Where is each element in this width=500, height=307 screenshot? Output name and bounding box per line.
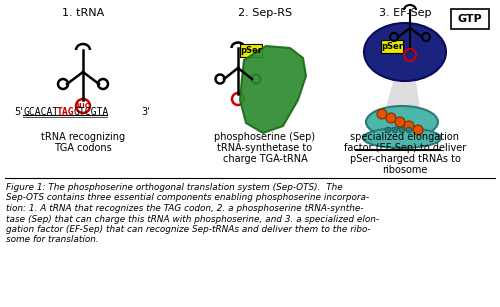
Text: TAG: TAG <box>57 107 74 117</box>
Ellipse shape <box>364 23 446 81</box>
Text: tRNA recognizing: tRNA recognizing <box>41 132 125 142</box>
Text: specialized elongation: specialized elongation <box>350 132 460 142</box>
Circle shape <box>406 127 412 133</box>
Circle shape <box>392 127 398 133</box>
Text: 1. tRNA: 1. tRNA <box>62 8 104 18</box>
Text: phosphoserine (Sep): phosphoserine (Sep) <box>214 132 316 142</box>
FancyBboxPatch shape <box>381 40 403 53</box>
Text: ribosome: ribosome <box>382 165 428 175</box>
Ellipse shape <box>366 106 438 138</box>
Polygon shape <box>240 46 306 133</box>
Circle shape <box>404 121 414 131</box>
Text: AUC: AUC <box>75 103 91 109</box>
Text: 2. Sep-RS: 2. Sep-RS <box>238 8 292 18</box>
Text: charge TGA-tRNA: charge TGA-tRNA <box>222 154 308 164</box>
Ellipse shape <box>363 128 441 148</box>
Circle shape <box>385 127 391 133</box>
Text: tRNA-synthetase to: tRNA-synthetase to <box>218 143 312 153</box>
Text: pSer-charged tRNAs to: pSer-charged tRNAs to <box>350 154 461 164</box>
Text: GTP: GTP <box>458 14 482 24</box>
Circle shape <box>386 113 396 123</box>
Text: GTCGTA: GTCGTA <box>74 107 109 117</box>
Polygon shape <box>382 75 422 122</box>
Text: TGA codons: TGA codons <box>54 143 112 153</box>
FancyBboxPatch shape <box>240 44 262 57</box>
Text: Figure 1: The phosphoserine orthogonal translation system (Sep-OTS).  The: Figure 1: The phosphoserine orthogonal t… <box>6 183 343 192</box>
Text: pSer: pSer <box>381 42 403 51</box>
Circle shape <box>413 125 423 135</box>
Text: tion: 1. A tRNA that recognizes the TAG codon, 2. a phosphoserine tRNA-synthe-: tion: 1. A tRNA that recognizes the TAG … <box>6 204 364 213</box>
Text: tase (Sep) that can charge this tRNA with phosphoserine, and 3. a specialized el: tase (Sep) that can charge this tRNA wit… <box>6 215 379 223</box>
Circle shape <box>399 127 405 133</box>
Text: GCACAT: GCACAT <box>24 107 60 117</box>
Text: pSer: pSer <box>240 46 262 55</box>
Text: 3. EF-Sep: 3. EF-Sep <box>379 8 431 18</box>
Text: Sep-OTS contains three essential components enabling phosphoserine incorpora-: Sep-OTS contains three essential compone… <box>6 193 369 203</box>
Text: gation factor (EF-Sep) that can recognize Sep-tRNAs and deliver them to the ribo: gation factor (EF-Sep) that can recogniz… <box>6 225 370 234</box>
Circle shape <box>377 109 387 119</box>
Text: 3': 3' <box>141 107 150 117</box>
Circle shape <box>395 117 405 127</box>
Text: 5': 5' <box>14 107 23 117</box>
FancyBboxPatch shape <box>451 9 489 29</box>
Text: some for translation.: some for translation. <box>6 235 99 244</box>
Text: factor (EF-Sep) to deliver: factor (EF-Sep) to deliver <box>344 143 466 153</box>
